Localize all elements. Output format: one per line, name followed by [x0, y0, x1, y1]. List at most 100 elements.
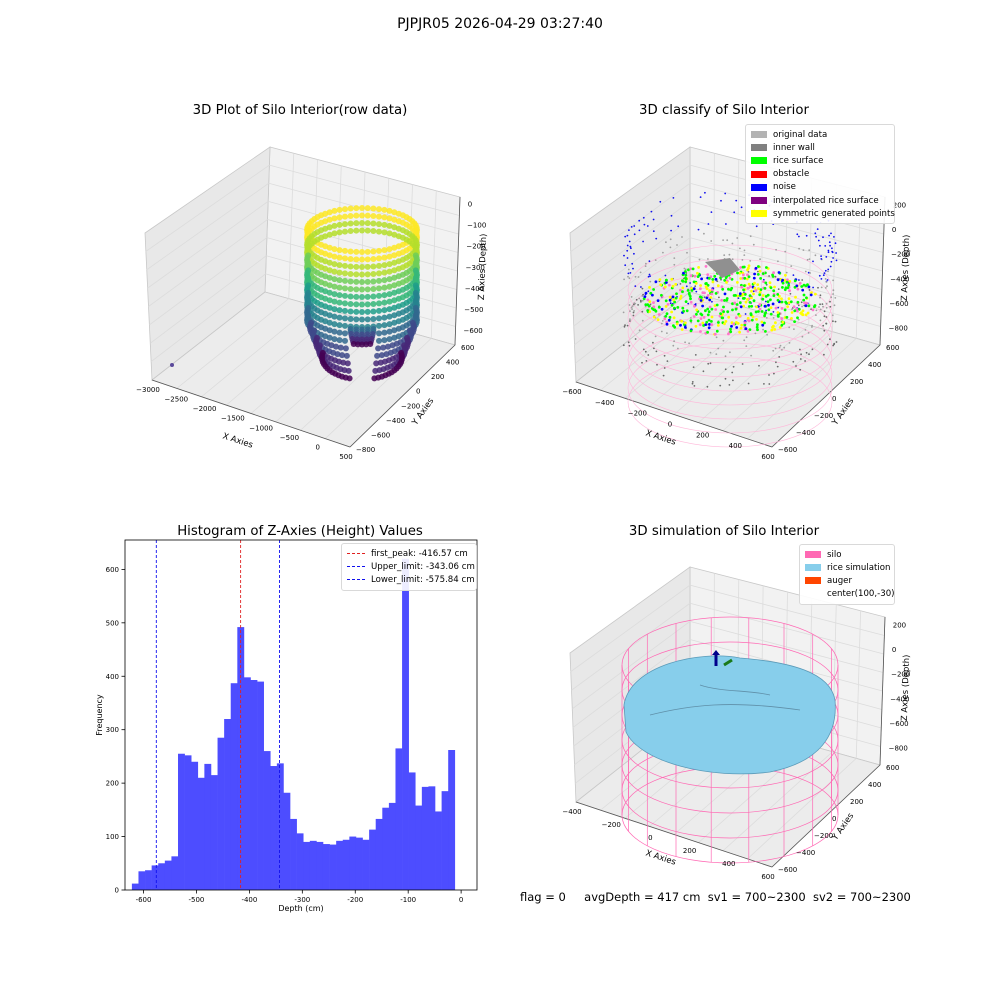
surface-point — [684, 326, 687, 329]
wall-point — [628, 229, 630, 232]
legend-swatch — [751, 197, 767, 205]
surface-point — [744, 327, 748, 331]
raw-point — [347, 256, 354, 262]
surface-point — [742, 304, 746, 308]
wall-point — [774, 275, 777, 278]
surface-point — [667, 318, 671, 322]
raw-point — [372, 367, 379, 374]
raw-point — [353, 212, 360, 219]
wall-point — [641, 287, 644, 290]
raw-point — [359, 212, 365, 219]
wall-point — [707, 362, 710, 365]
wall-point — [646, 225, 649, 227]
raw-point — [376, 292, 382, 299]
wall-point — [777, 260, 779, 263]
surface-point — [758, 269, 762, 273]
raw-point — [331, 328, 338, 335]
wall-point — [650, 210, 653, 213]
surface-point — [781, 320, 785, 324]
wall-point — [825, 322, 827, 325]
wall-point — [788, 342, 791, 344]
wall-point — [778, 356, 781, 358]
wall-point — [815, 314, 817, 316]
surface-point — [752, 292, 755, 296]
surface-point — [700, 296, 703, 299]
wall-point — [792, 360, 795, 363]
wall-point — [812, 286, 814, 289]
legend-line — [347, 553, 365, 555]
surface-point — [752, 276, 756, 280]
surface-point — [806, 311, 810, 315]
raw-point — [404, 337, 411, 344]
wall-point — [629, 320, 631, 322]
raw-point — [359, 264, 365, 270]
surface-point — [759, 288, 763, 291]
raw-point — [359, 294, 365, 300]
surface-point — [760, 320, 764, 324]
surface-point — [753, 286, 757, 290]
surface-point — [713, 332, 717, 336]
wall-point — [818, 274, 821, 277]
surface-point — [652, 308, 656, 311]
legend-swatch — [751, 157, 767, 165]
raw-point — [373, 360, 380, 367]
surface-point — [785, 315, 789, 319]
surface-point — [735, 303, 739, 306]
surface-point — [800, 312, 804, 316]
surface-point — [660, 307, 664, 311]
surface-point — [720, 285, 724, 289]
grid-line — [324, 338, 432, 439]
y-tick-label: 600 — [886, 764, 899, 772]
wall-point — [634, 275, 637, 278]
x-tick-label: −2500 — [164, 396, 188, 404]
raw-point — [353, 248, 360, 255]
surface-point — [811, 308, 815, 312]
legend-swatch — [751, 144, 767, 152]
histogram-ylabel: Frequency — [95, 694, 104, 736]
surface-point — [736, 271, 739, 275]
wall-point — [628, 344, 631, 347]
surface-point — [702, 316, 706, 319]
surface-point — [695, 308, 699, 312]
surface-point — [722, 310, 725, 314]
wall-point — [823, 329, 826, 332]
wall-point — [831, 314, 834, 317]
raw-point — [386, 283, 393, 290]
wall-point — [690, 321, 693, 324]
surface-point — [772, 271, 775, 275]
surface-point — [756, 323, 759, 327]
surface-point — [739, 277, 743, 280]
panel-2-zlabel: Z Axies (Depth) — [900, 234, 912, 301]
surface-point — [705, 320, 709, 324]
wall-point — [656, 363, 658, 366]
surface-point — [723, 299, 726, 302]
surface-point — [769, 298, 772, 302]
y-tick-label: 600 — [461, 344, 474, 352]
surface-point — [673, 306, 676, 310]
wall-point — [754, 332, 757, 335]
surface-point — [766, 300, 770, 303]
wall-point — [823, 310, 826, 313]
y-axis-line — [771, 764, 881, 868]
histogram-bar — [408, 772, 416, 890]
surface-point — [804, 313, 808, 317]
y-tick-label: 0 — [832, 815, 836, 823]
surface-point — [713, 304, 717, 307]
silo-ring — [627, 244, 833, 336]
raw-point — [353, 316, 360, 323]
surface-point — [714, 277, 718, 281]
wall-point — [743, 339, 746, 342]
x-tick-label: -200 — [347, 896, 363, 904]
surface-point — [772, 294, 776, 297]
wall-point — [662, 374, 665, 377]
surface-point — [757, 287, 760, 291]
surface-point — [710, 315, 714, 319]
panel-3-histogram: -600 -500 -400 -300 -200 -100 0 0 100 200 300 400 5… — [95, 539, 478, 913]
surface-point — [687, 291, 691, 295]
wall-point — [823, 315, 826, 318]
wall-point — [642, 216, 645, 219]
surface-point — [708, 323, 711, 326]
surface-point — [734, 307, 738, 311]
surface-point — [656, 318, 660, 321]
wall-point — [634, 338, 637, 340]
